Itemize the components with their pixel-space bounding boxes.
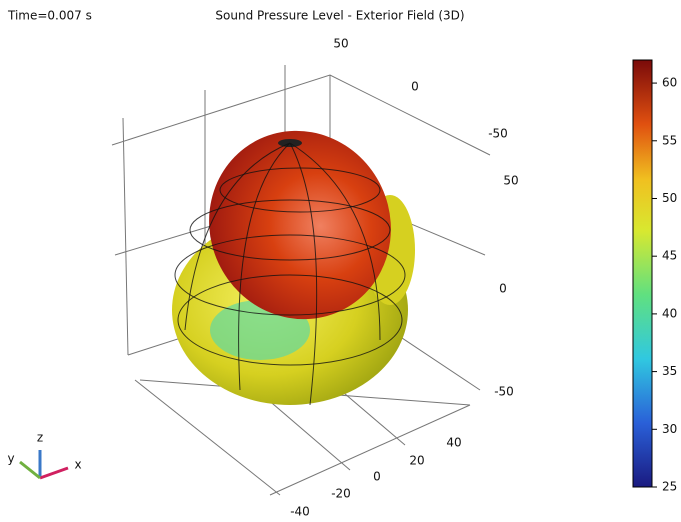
colorbar-tick-label: 40: [662, 306, 677, 320]
colorbar-tick-label: 60: [662, 76, 677, 90]
z-tick-label: -50: [494, 385, 514, 399]
y-axis-label: y: [7, 452, 14, 466]
colorbar-tick-label: 25: [662, 480, 677, 494]
y-tick-label: -50: [488, 127, 508, 141]
x-tick-label: 40: [446, 436, 461, 450]
colorbar-tick-label: 50: [662, 191, 677, 205]
x-tick-label: 20: [409, 454, 424, 468]
y-tick-label: 50: [333, 37, 348, 51]
z-axis-label: z: [37, 431, 43, 445]
colorbar-tick-label: 35: [662, 364, 677, 378]
x-tick-label: 0: [373, 470, 381, 484]
colorbar-tick-label: 55: [662, 133, 677, 147]
y-tick-label: 0: [411, 80, 419, 94]
colorbar-tick-label: 45: [662, 249, 677, 263]
x-axis-label: x: [74, 458, 81, 472]
x-tick-label: -40: [290, 505, 310, 519]
z-tick-label: 50: [503, 174, 518, 188]
colorbar: [632, 59, 653, 488]
colorbar-tick-label: 30: [662, 422, 677, 436]
z-tick-label: 0: [499, 282, 507, 296]
triad: z x y: [7, 431, 82, 480]
x-tick-label: -20: [331, 487, 351, 501]
chart-title: Sound Pressure Level - Exterior Field (3…: [215, 9, 464, 23]
time-annotation: Time=0.007 s: [7, 9, 92, 23]
surface: [172, 130, 415, 406]
